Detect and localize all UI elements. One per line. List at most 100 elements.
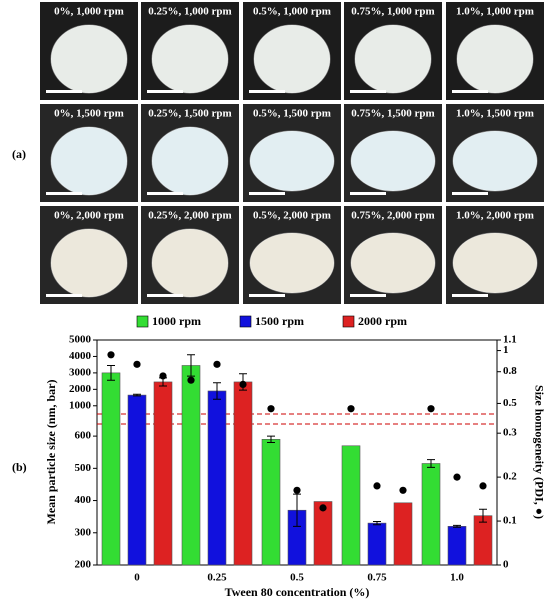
y-tick-label: 400 bbox=[75, 494, 92, 506]
bar bbox=[421, 463, 441, 566]
sample bbox=[452, 232, 538, 294]
error-bar bbox=[187, 354, 195, 377]
scale-bar bbox=[46, 294, 82, 297]
y-tick-label: 600 bbox=[75, 430, 92, 442]
pdi-dot bbox=[427, 405, 435, 413]
pdi-dot bbox=[293, 486, 301, 494]
photo-label: 0%, 2,000 rpm bbox=[54, 210, 124, 222]
error-bar bbox=[453, 524, 461, 528]
error-bar bbox=[213, 382, 221, 400]
photo-label: 0%, 1,000 rpm bbox=[54, 6, 124, 18]
scale-bar bbox=[249, 192, 285, 195]
pdi-dot bbox=[479, 482, 487, 490]
sample bbox=[249, 130, 335, 192]
scale-bar bbox=[147, 90, 183, 93]
legend-label: 2000 rpm bbox=[358, 314, 407, 328]
y2-tick-label: 1 bbox=[503, 344, 509, 356]
bar bbox=[101, 372, 121, 566]
pdi-dot bbox=[239, 380, 247, 388]
sample bbox=[253, 24, 331, 94]
pdi-dot bbox=[399, 486, 407, 494]
sample bbox=[249, 232, 335, 294]
scale-bar bbox=[452, 192, 488, 195]
error-bar bbox=[267, 435, 275, 444]
legend-label: 1000 rpm bbox=[152, 314, 201, 328]
bar bbox=[261, 439, 281, 566]
scale-bar bbox=[46, 192, 82, 195]
bar bbox=[233, 381, 253, 566]
x-axis-label: Tween 80 concentration (%) bbox=[225, 585, 370, 599]
x-tick-label: 0.75 bbox=[367, 572, 387, 584]
x-tick-label: 1.0 bbox=[450, 572, 464, 584]
y2-tick-label: 0.5 bbox=[503, 397, 517, 409]
photo-label: 0.75%, 1,000 rpm bbox=[351, 6, 434, 18]
y-tick-label: 5000 bbox=[69, 334, 92, 346]
sample bbox=[354, 24, 432, 94]
y2-tick-label: 1.1 bbox=[503, 334, 517, 346]
sample bbox=[151, 24, 229, 94]
photo-label: 0.5%, 2,000 rpm bbox=[253, 210, 331, 222]
pdi-dot bbox=[107, 351, 115, 359]
y-tick-label: 300 bbox=[75, 526, 92, 538]
photo-label: 1.0%, 1,500 rpm bbox=[456, 108, 534, 120]
y2-tick-label: 0.8 bbox=[503, 365, 517, 377]
photo-label: 0.5%, 1,500 rpm bbox=[253, 108, 331, 120]
y-tick-label: 1000 bbox=[69, 399, 92, 411]
bar bbox=[207, 390, 227, 566]
pdi-dot bbox=[347, 405, 355, 413]
photo-label: 1.0%, 1,000 rpm bbox=[456, 6, 534, 18]
sample bbox=[350, 232, 436, 294]
photo-label: 0.75%, 2,000 rpm bbox=[351, 210, 434, 222]
bar bbox=[127, 394, 147, 566]
y2-tick-label: 0.2 bbox=[503, 471, 517, 483]
y-tick-label: 3000 bbox=[69, 366, 92, 378]
scale-bar bbox=[350, 294, 386, 297]
photo-label: 0.25%, 1,000 rpm bbox=[148, 6, 231, 18]
pdi-dot bbox=[187, 376, 195, 384]
y-tick-label: 500 bbox=[75, 462, 92, 474]
pdi-dot bbox=[267, 405, 275, 413]
sample bbox=[50, 24, 128, 94]
y2-axis-label: Size homogeneity (PDI, ●) bbox=[532, 385, 546, 519]
panel-label: (a) bbox=[12, 147, 26, 161]
y2-tick-label: 0.1 bbox=[503, 515, 517, 527]
legend-label: 1500 rpm bbox=[255, 314, 304, 328]
error-bar bbox=[107, 364, 115, 381]
bar bbox=[341, 445, 361, 566]
sample bbox=[50, 126, 128, 196]
scale-bar bbox=[350, 90, 386, 93]
sample bbox=[456, 24, 534, 94]
scale-bar bbox=[147, 192, 183, 195]
x-tick-label: 0.25 bbox=[207, 572, 227, 584]
pdi-dot bbox=[319, 504, 327, 512]
scale-bar bbox=[249, 294, 285, 297]
photo-grid: 0%, 1,000 rpm 0.25%, 1,000 rpm 0.5%, 1,000… bbox=[40, 2, 544, 304]
photo-label: 0.25%, 2,000 rpm bbox=[148, 210, 231, 222]
error-bar bbox=[427, 459, 435, 468]
legend-swatch bbox=[239, 315, 252, 328]
bar bbox=[393, 502, 413, 566]
pdi-dot bbox=[373, 482, 381, 490]
scale-bar bbox=[147, 294, 183, 297]
legend-swatch bbox=[136, 315, 149, 328]
y2-tick-label: 0.3 bbox=[503, 427, 517, 439]
x-tick-label: 0 bbox=[134, 572, 140, 584]
error-bar bbox=[479, 508, 487, 523]
sample bbox=[452, 130, 538, 192]
error-bar bbox=[133, 393, 141, 397]
y2-tick-label: 0 bbox=[503, 559, 509, 571]
legend-swatch bbox=[342, 315, 355, 328]
scale-bar bbox=[452, 90, 488, 93]
error-bar bbox=[293, 493, 301, 527]
bar bbox=[181, 365, 201, 566]
sample bbox=[350, 130, 436, 192]
sample bbox=[50, 228, 128, 298]
scale-bar bbox=[46, 90, 82, 93]
y-axis-label: Mean particle size (nm, bar) bbox=[44, 380, 58, 525]
error-bar bbox=[373, 521, 381, 526]
y-tick-label: 4000 bbox=[69, 350, 92, 362]
bar bbox=[313, 501, 333, 566]
bar bbox=[153, 381, 173, 566]
photo-label: 0.5%, 1,000 rpm bbox=[253, 6, 331, 18]
